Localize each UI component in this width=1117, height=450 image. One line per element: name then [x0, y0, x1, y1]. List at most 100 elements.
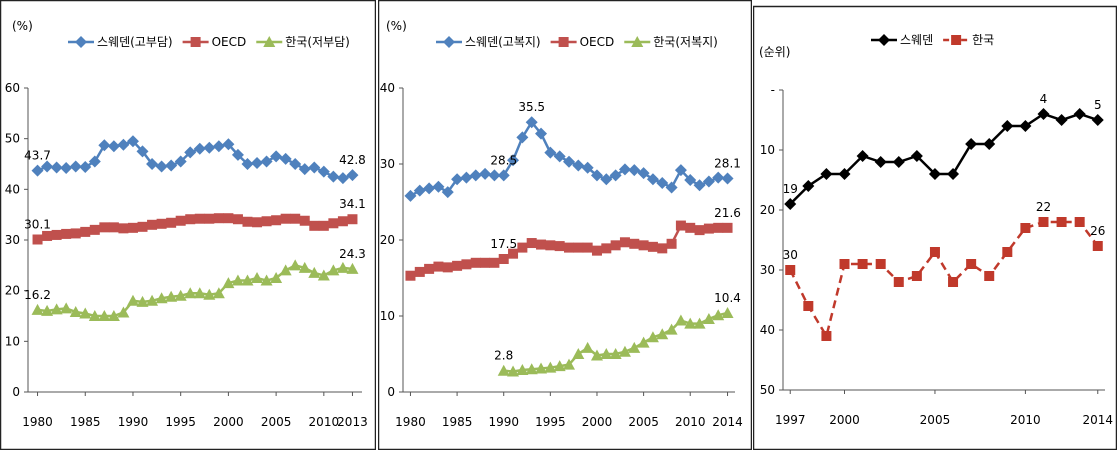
- legend-label: 스웨덴: [900, 33, 933, 47]
- legend-marker: [951, 35, 962, 45]
- data-point: [136, 145, 149, 158]
- x-tick-label: 2005: [628, 415, 659, 429]
- data-point: [507, 365, 520, 377]
- data-point: [685, 222, 696, 233]
- x-tick-label: 1995: [535, 415, 566, 429]
- data-label: 43.7: [24, 149, 51, 163]
- series-line: [789, 220, 1099, 340]
- data-point: [656, 328, 669, 340]
- data-point: [545, 240, 556, 251]
- data-label: 35.5: [518, 100, 545, 114]
- data-point: [261, 216, 272, 227]
- data-label: 30.1: [24, 217, 51, 231]
- data-point: [618, 163, 631, 176]
- data-point: [983, 138, 996, 150]
- y-tick-label: 40: [5, 182, 20, 196]
- data-point: [347, 214, 358, 225]
- data-point: [165, 159, 178, 172]
- data-point: [146, 158, 159, 170]
- data-point: [212, 287, 225, 299]
- data-label: 5: [1094, 98, 1102, 112]
- data-point: [31, 303, 44, 315]
- data-point: [1056, 217, 1067, 227]
- data-point: [242, 216, 253, 227]
- data-point: [404, 189, 417, 202]
- data-point: [50, 303, 63, 315]
- data-point: [327, 170, 340, 183]
- y-tick-label: 20: [760, 203, 775, 217]
- data-point: [136, 295, 149, 307]
- legend-marker: [631, 36, 644, 47]
- data-point: [966, 259, 977, 269]
- data-label: 17.5: [490, 237, 517, 251]
- data-point: [70, 228, 81, 239]
- data-point: [184, 287, 197, 299]
- x-tick-label: 2014: [712, 415, 743, 429]
- data-point: [69, 305, 82, 317]
- data-point: [591, 245, 602, 256]
- data-point: [498, 254, 509, 264]
- data-point: [1092, 241, 1103, 251]
- data-point: [193, 142, 206, 155]
- data-point: [572, 159, 585, 172]
- data-point: [433, 261, 444, 272]
- y-axis-label: (순위): [759, 45, 790, 59]
- data-point: [1091, 114, 1104, 126]
- data-point: [328, 218, 339, 229]
- data-point: [911, 271, 922, 281]
- data-point: [270, 272, 283, 283]
- data-point: [252, 217, 263, 228]
- data-point: [553, 150, 566, 163]
- data-point: [874, 156, 887, 168]
- data-point: [60, 302, 73, 314]
- data-point: [88, 155, 101, 168]
- data-point: [222, 277, 235, 289]
- data-point: [581, 161, 594, 174]
- data-label: 10.4: [714, 291, 741, 305]
- data-point: [193, 287, 206, 299]
- data-point: [98, 310, 111, 321]
- data-point: [289, 158, 302, 170]
- x-tick-label: 2000: [582, 415, 613, 429]
- data-point: [118, 223, 129, 234]
- x-tick-label: 1997: [775, 413, 806, 427]
- data-point: [241, 274, 254, 286]
- data-point: [721, 306, 734, 318]
- data-point: [414, 266, 425, 277]
- data-point: [618, 345, 631, 357]
- legend-label: 스웨덴(고부담): [97, 35, 173, 49]
- data-point: [165, 290, 178, 302]
- legend-marker: [75, 36, 87, 48]
- data-point: [929, 247, 940, 257]
- data-point: [702, 313, 715, 325]
- data-point: [32, 234, 43, 245]
- data-point: [609, 169, 622, 182]
- data-point: [346, 169, 359, 182]
- data-point: [99, 222, 110, 233]
- data-point: [31, 164, 44, 177]
- y-tick-label: 20: [5, 284, 20, 298]
- y-tick-label: 40: [380, 81, 395, 95]
- y-tick-label: 0: [12, 385, 20, 399]
- data-point: [563, 155, 575, 168]
- data-point: [646, 173, 659, 186]
- data-label: 16.2: [24, 288, 51, 302]
- data-point: [308, 266, 321, 278]
- data-point: [646, 331, 659, 343]
- y-tick-label: 10: [5, 334, 20, 348]
- series-line: [789, 112, 1099, 205]
- data-point: [336, 261, 349, 273]
- data-point: [346, 262, 359, 274]
- panel-frame: [378, 0, 752, 450]
- data-point: [175, 215, 186, 226]
- panel-frame: [753, 5, 1117, 450]
- data-point: [89, 224, 100, 235]
- data-point: [694, 225, 705, 236]
- data-point: [107, 140, 120, 153]
- data-point: [279, 152, 292, 165]
- x-tick-label: 1990: [118, 415, 149, 429]
- y-tick-label: 60: [5, 81, 20, 95]
- data-point: [260, 274, 273, 286]
- data-point: [194, 213, 205, 224]
